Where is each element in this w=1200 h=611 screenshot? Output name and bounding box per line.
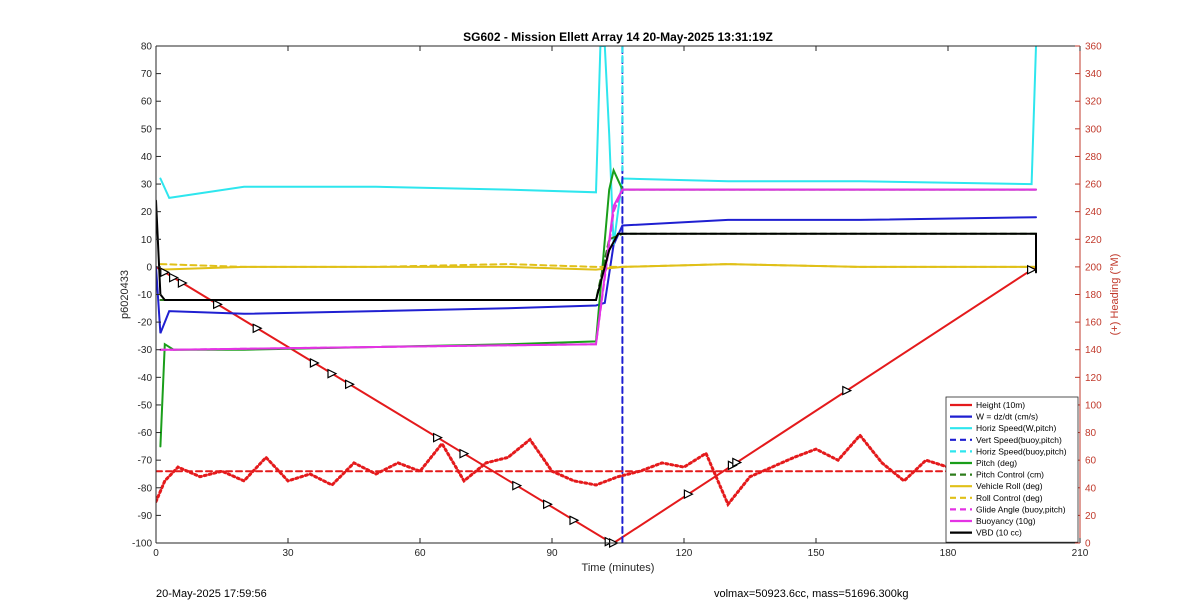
y-tick-label: 50 (141, 124, 153, 135)
height-marker (160, 267, 171, 278)
chart-title: SG602 - Mission Ellett Array 14 20-May-2… (463, 30, 773, 44)
height-marker (169, 272, 179, 283)
series-buoyancy-10g (159, 188, 1037, 351)
y2-tick-label: 80 (1085, 428, 1097, 439)
height-marker (542, 499, 553, 510)
y-tick-label: -100 (132, 539, 152, 550)
x-tick-label: 120 (676, 548, 693, 559)
height-marker (569, 515, 580, 526)
legend: Height (10m)W = dz/dt (cm/s)Horiz Speed(… (945, 396, 1079, 543)
x-tick-label: 180 (940, 548, 957, 559)
axes-layer: 0 30 60 90 120 150 180 210-100-90-80-70-60-50-4… (119, 30, 1121, 574)
y2-tick-label: 260 (1085, 180, 1102, 191)
height-marker (842, 385, 853, 396)
y-tick-label: 40 (141, 152, 153, 163)
y-tick-label: -30 (138, 345, 153, 356)
y2-tick-label: 140 (1085, 345, 1102, 356)
legend-entry-vehicle-roll-deg: Vehicle Roll (deg) (976, 481, 1043, 491)
y-tick-label: 20 (141, 207, 153, 218)
y-tick-label: -90 (138, 511, 153, 522)
y-tick-label: -20 (138, 318, 153, 329)
y2-tick-label: 40 (1085, 483, 1097, 494)
x-tick-label: 150 (808, 548, 825, 559)
y-tick-label: 10 (141, 235, 153, 246)
y-tick-label: 70 (141, 69, 153, 80)
height-marker (433, 432, 443, 443)
legend-box (945, 396, 1079, 543)
series-height-10m (156, 265, 1037, 543)
height-marker (345, 379, 355, 390)
legend-entry-pitch-control-cm: Pitch Control (cm) (976, 470, 1044, 480)
x-tick-label: 0 (153, 548, 159, 559)
legend-entry-glide-angle-buoy-pitch: Glide Angle (buoy,pitch) (976, 504, 1066, 514)
y-tick-label: 80 (141, 42, 153, 53)
y2-tick-label: 0 (1085, 539, 1091, 550)
y-tick-label: -10 (138, 290, 153, 301)
y2-tick-label: 100 (1085, 400, 1102, 411)
height-marker (252, 323, 263, 334)
x-tick-label: 60 (414, 548, 426, 559)
y-tick-label: 0 (146, 262, 152, 273)
y2-tick-label: 20 (1085, 511, 1097, 522)
y2-tick-label: 160 (1085, 318, 1102, 329)
y2-tick-label: 180 (1085, 290, 1102, 301)
y-tick-label: -70 (138, 456, 153, 467)
footer-volmax-mass: volmax=50923.6cc, mass=51696.300kg (714, 588, 909, 600)
x-tick-label: 30 (282, 548, 294, 559)
x-tick-label: 210 (1072, 548, 1089, 559)
y-axis-label: p6020433 (119, 270, 131, 319)
legend-entry-horiz-speed-w-pitch: Horiz Speed(W,pitch) (976, 423, 1056, 433)
height-marker (327, 368, 338, 379)
y2-tick-label: 60 (1085, 456, 1097, 467)
y-tick-label: 30 (141, 180, 153, 191)
markers-layer (160, 264, 1037, 548)
y2-tick-label: 240 (1085, 207, 1102, 218)
legend-entry-w-dz-dt-cm-s: W = dz/dt (cm/s) (976, 412, 1038, 422)
series-pitch-deg (159, 167, 1037, 448)
x-tick-label: 90 (546, 548, 558, 559)
legend-entry-buoyancy-10g: Buoyancy (10g) (976, 516, 1036, 526)
legend-entry-vbd-10-cc: VBD (10 cc) (976, 528, 1022, 538)
y-tick-label: -40 (138, 373, 153, 384)
y2-tick-label: 360 (1085, 42, 1102, 53)
series-heading (156, 432, 1038, 508)
series-w-dz-dt-cm-s (156, 216, 1037, 334)
y2-tick-label: 200 (1085, 262, 1102, 273)
height-marker (732, 457, 743, 468)
y-tick-label: -80 (138, 483, 153, 494)
footer-timestamp: 20-May-2025 17:59:56 (156, 588, 267, 600)
y-tick-label: 60 (141, 97, 153, 108)
series-roll-control-deg (159, 263, 1037, 268)
legend-entry-pitch-deg: Pitch (deg) (976, 458, 1017, 468)
series-vbd-10-cc (156, 199, 1037, 301)
y2-tick-label: 120 (1085, 373, 1102, 384)
y2-tick-label: 220 (1085, 235, 1102, 246)
legend-entry-vert-speed-buoy-pitch: Vert Speed(buoy,pitch) (976, 435, 1062, 445)
height-marker (1026, 264, 1037, 275)
height-marker (309, 358, 320, 368)
y2-axis-label: (+) Heading (°M) (1109, 254, 1121, 336)
height-marker (459, 448, 470, 459)
height-marker (512, 480, 523, 491)
y-tick-label: -60 (138, 428, 153, 439)
height-marker (683, 489, 694, 500)
x-axis-label: Time (minutes) (582, 562, 655, 574)
y2-tick-label: 280 (1085, 152, 1102, 163)
series-layer (156, 46, 1038, 543)
y2-tick-label: 320 (1085, 97, 1102, 108)
legend-entry-roll-control-deg: Roll Control (deg) (976, 493, 1043, 503)
height-marker (213, 299, 223, 310)
legend-entry-horiz-speed-buoy-pitch: Horiz Speed(buoy,pitch) (976, 446, 1067, 456)
height-marker (177, 278, 188, 288)
y-tick-label: -50 (138, 400, 153, 411)
series-horiz-speed-w-pitch (159, 46, 1037, 245)
legend-entry-height-10m: Height (10m) (976, 400, 1025, 410)
y2-tick-label: 340 (1085, 69, 1102, 80)
y2-tick-label: 300 (1085, 124, 1102, 135)
